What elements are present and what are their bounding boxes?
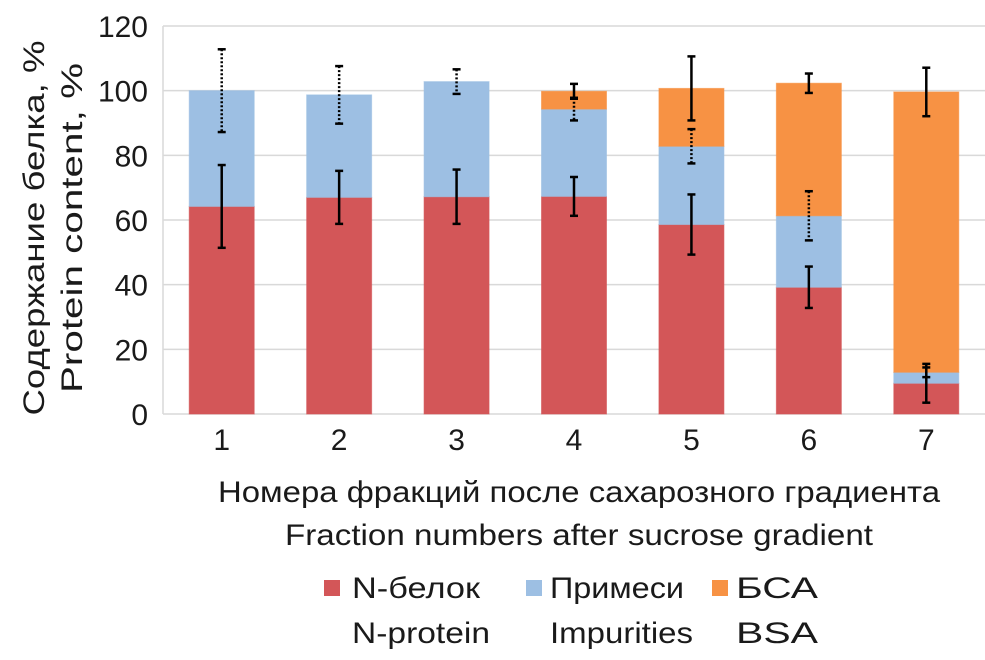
legend-item-bsa: БСА BSA bbox=[712, 572, 818, 650]
error-bar bbox=[804, 265, 813, 310]
x-tick-label: 6 bbox=[801, 424, 818, 457]
legend-label-ru: Примеси bbox=[550, 572, 684, 605]
legend: N-белок N-protein Примеси Impurities БСА… bbox=[324, 572, 818, 650]
legend-label-en: N-protein bbox=[352, 617, 490, 650]
bar-segment-bsa bbox=[775, 82, 842, 217]
legend-swatch-bsa bbox=[712, 580, 728, 596]
error-bar bbox=[804, 72, 813, 95]
error-bar bbox=[335, 64, 344, 125]
bars bbox=[188, 81, 960, 415]
error-bar bbox=[570, 175, 578, 218]
y-tick-label: 20 bbox=[115, 334, 148, 367]
bar-segment-n-protein bbox=[541, 195, 607, 415]
error-bar bbox=[217, 48, 226, 134]
error-bar bbox=[335, 169, 344, 226]
x-axis-title-en: Fraction numbers after sucrose gradient bbox=[285, 519, 874, 552]
legend-label-en: Impurities bbox=[550, 617, 693, 650]
y-tick-label: 60 bbox=[115, 205, 148, 238]
x-axis-title: Номера фракций после сахарозного градиен… bbox=[218, 476, 940, 552]
legend-item-impurities: Примеси Impurities bbox=[526, 572, 693, 650]
error-bar bbox=[217, 163, 226, 250]
x-tick-label: 5 bbox=[683, 424, 700, 457]
y-tick-labels: 0 20 40 60 80 100 120 bbox=[98, 11, 148, 432]
bar-segment-bsa bbox=[893, 91, 960, 373]
error-bar bbox=[687, 193, 696, 256]
error-bar bbox=[452, 68, 461, 96]
legend-swatch-impurities bbox=[526, 580, 542, 596]
x-tick-labels: 1 2 3 4 5 6 7 bbox=[213, 424, 934, 457]
x-tick-label: 3 bbox=[448, 424, 465, 457]
legend-item-n-protein: N-белок N-protein bbox=[324, 572, 490, 650]
x-tick-label: 1 bbox=[213, 424, 230, 457]
x-axis-title-ru: Номера фракций после сахарозного градиен… bbox=[218, 476, 940, 509]
bar-segment-n-protein bbox=[423, 196, 490, 415]
error-bar bbox=[804, 189, 813, 242]
error-bar bbox=[570, 82, 578, 100]
error-bar bbox=[452, 168, 461, 226]
y-tick-label: 120 bbox=[98, 11, 148, 44]
y-tick-label: 100 bbox=[98, 76, 148, 109]
error-bar bbox=[687, 127, 696, 165]
y-axis-title: Содержание белка, % Protein content, % bbox=[18, 41, 89, 416]
error-bar bbox=[922, 366, 931, 379]
legend-label-en: BSA bbox=[736, 617, 818, 650]
error-bar bbox=[687, 55, 696, 122]
y-axis-title-ru: Содержание белка, % bbox=[18, 41, 51, 416]
y-axis-title-en: Protein content, % bbox=[56, 63, 89, 393]
legend-swatch-n-protein bbox=[324, 580, 340, 596]
bar-segment-n-protein bbox=[306, 196, 373, 415]
legend-label-ru: N-белок bbox=[352, 572, 481, 605]
legend-label-ru: БСА bbox=[736, 572, 818, 605]
y-tick-label: 0 bbox=[131, 399, 148, 432]
error-bar bbox=[922, 362, 931, 404]
x-tick-label: 2 bbox=[331, 424, 348, 457]
y-tick-label: 80 bbox=[115, 140, 148, 173]
y-tick-label: 40 bbox=[115, 270, 148, 303]
error-bar bbox=[922, 66, 931, 118]
x-tick-label: 4 bbox=[566, 424, 583, 457]
x-tick-label: 7 bbox=[918, 424, 935, 457]
error-bars bbox=[217, 48, 931, 404]
